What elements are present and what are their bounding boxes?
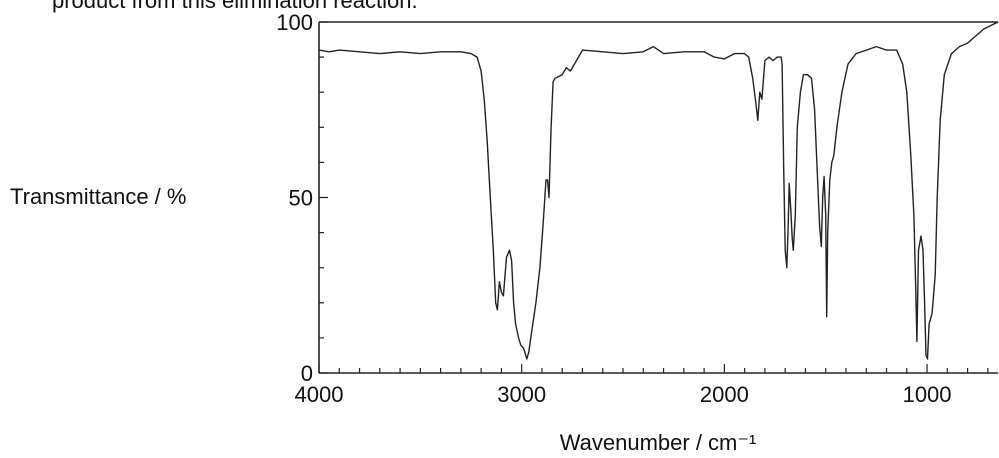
series-group [318,21,999,360]
ticks-group: 4000 3000 2000 1000 0 50 100 [276,10,989,407]
y-tick-label: 0 [301,361,313,386]
x-tick-label: 1000 [903,382,952,407]
x-tick-label: 3000 [497,382,546,407]
x-axis-label: Wavenumber / cm⁻¹ [560,430,757,455]
axes-group [318,21,998,374]
x-tick-label: 2000 [700,382,749,407]
y-tick-label: 100 [276,10,313,35]
y-axis-label: Transmittance / % [10,184,187,209]
spectrum-line [318,21,999,360]
caption-text: product from this elimination reaction. [52,0,418,13]
y-tick-label: 50 [289,186,313,211]
x-tick-label: 4000 [295,382,344,407]
